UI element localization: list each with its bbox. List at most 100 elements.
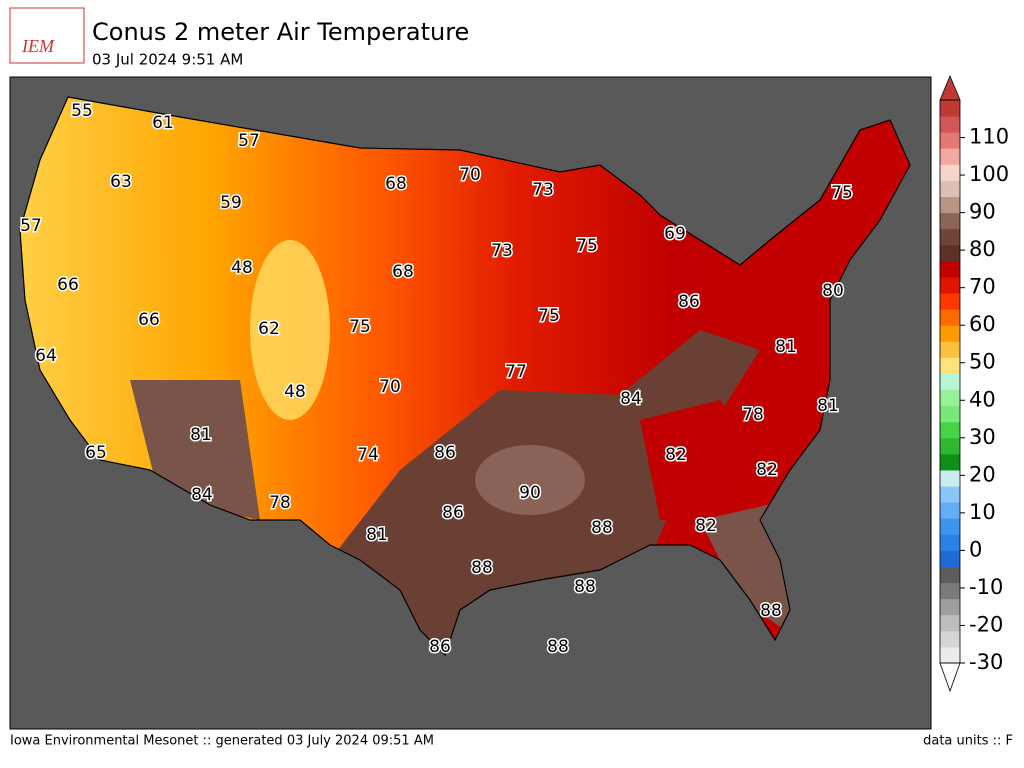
- colorbar-bin: [940, 421, 960, 439]
- colorbar-tick-label: 90: [969, 200, 996, 224]
- colorbar-tick-label: 30: [969, 425, 996, 449]
- temp-label: 86: [442, 503, 464, 523]
- colorbar-bin: [940, 212, 960, 230]
- colorbar-tick-label: 80: [969, 237, 996, 261]
- colorbar-tick-label: 60: [969, 312, 996, 336]
- temp-label: 82: [695, 516, 717, 536]
- colorbar-bin: [940, 405, 960, 423]
- colorbar-frame: [939, 99, 961, 664]
- temp-label: 86: [678, 292, 700, 312]
- colorbar-tick-label: 100: [969, 162, 1009, 186]
- temp-label: 75: [538, 306, 560, 326]
- temp-label: 75: [349, 317, 371, 337]
- temp-label: 86: [429, 637, 451, 657]
- colorbar-tick-label: -20: [969, 612, 1003, 636]
- temp-label: 80: [822, 281, 844, 301]
- temp-label: 90: [519, 483, 541, 503]
- colorbar-tick-label: 10: [969, 500, 996, 524]
- temp-label: 74: [357, 445, 379, 465]
- temp-label: 88: [547, 637, 569, 657]
- station-labels: 55 61 57 63 68 70 73 75 59 57 69 73 75 4…: [19, 100, 855, 659]
- colorbar-bin: [940, 148, 960, 165]
- temp-label: 64: [35, 346, 57, 366]
- colorbar-tick-label: 70: [969, 275, 996, 299]
- temp-label: 61: [152, 113, 174, 133]
- temp-label: 81: [817, 396, 839, 416]
- colorbar-bin: [940, 630, 960, 648]
- temperature-field: [20, 97, 910, 655]
- colorbar-tick-label: -30: [969, 650, 1003, 674]
- temp-label: 82: [756, 460, 778, 480]
- colorbar-bin: [940, 293, 960, 310]
- temp-label: 73: [491, 241, 513, 261]
- colorbar-bin: [940, 437, 960, 455]
- temp-label: 62: [258, 319, 280, 339]
- colorbar-bin: [940, 598, 960, 616]
- temp-label: 81: [366, 525, 388, 545]
- colorbar-low-arrow: [939, 662, 961, 693]
- colorbar-bin: [940, 357, 960, 374]
- colorbar-tick-label: 110: [969, 125, 1009, 149]
- temp-label: 77: [505, 362, 527, 382]
- temp-label: 57: [20, 216, 42, 236]
- temp-label: 66: [57, 275, 79, 295]
- colorbar-bin: [940, 518, 960, 535]
- temp-label: 68: [392, 262, 414, 282]
- cool-area: [250, 240, 330, 420]
- colorbar-bin: [940, 469, 960, 487]
- colorbar-bin: [940, 260, 960, 278]
- colorbar-bin: [940, 373, 960, 391]
- colorbar-tick-label: 50: [969, 350, 996, 374]
- us-outline: [19, 96, 911, 657]
- warm-area: [640, 400, 760, 520]
- colorbar-bin: [940, 309, 960, 326]
- colorbar-bin: [940, 164, 960, 181]
- subtitle: 03 Jul 2024 9:51 AM: [92, 51, 243, 69]
- colorbar-tick-label: 40: [969, 387, 996, 411]
- colorbar-bin: [940, 276, 960, 294]
- temp-label: 88: [574, 577, 596, 597]
- colorbar-bin: [940, 244, 960, 262]
- temp-label: 88: [471, 558, 493, 578]
- temp-label: 84: [620, 389, 642, 409]
- colorbar-bin: [940, 614, 960, 632]
- logo-text: IEM: [21, 36, 55, 56]
- temp-label: 81: [775, 337, 797, 357]
- temp-label: 86: [434, 443, 456, 463]
- temp-label: 48: [284, 382, 306, 402]
- footer-left: Iowa Environmental Mesonet :: generated …: [10, 734, 434, 749]
- temp-label: 81: [190, 425, 212, 445]
- colorbar-bin: [940, 389, 960, 407]
- footer-right: data units :: F: [923, 734, 1013, 749]
- map: 55 61 57 63 68 70 73 75 59 57 69 73 75 4…: [9, 76, 932, 730]
- colorbar-bin: [940, 228, 960, 246]
- colorbar-bin: [940, 566, 960, 584]
- logo-box: [9, 7, 85, 64]
- temp-label: 88: [591, 518, 613, 538]
- temp-label: 68: [385, 174, 407, 194]
- temp-label: 73: [532, 180, 554, 200]
- temp-label: 69: [664, 224, 686, 244]
- temp-label: 75: [576, 236, 598, 256]
- colorbar-bin: [940, 341, 960, 358]
- colorbar-bin: [940, 582, 960, 600]
- colorbar-bin: [940, 100, 960, 117]
- temp-label: 70: [379, 377, 401, 397]
- title: Conus 2 meter Air Temperature: [92, 18, 469, 46]
- colorbar-bin: [940, 486, 960, 503]
- hot-area: [475, 445, 585, 515]
- temp-label: 59: [220, 193, 242, 213]
- temp-label: 55: [71, 101, 93, 121]
- colorbar-bin: [940, 550, 960, 567]
- colorbar-bin: [940, 180, 960, 198]
- colorbar: -30 -20 -10 0 10 20 30 40 50 60 70 80 90 100 110: [939, 74, 1009, 693]
- colorbar-tick-label: 20: [969, 462, 996, 486]
- colorbar-high-arrow: [939, 74, 961, 101]
- colorbar-bin: [940, 116, 960, 133]
- colorbar-bin: [940, 132, 960, 149]
- temp-label: 48: [231, 258, 253, 278]
- colorbar-bin: [940, 502, 960, 519]
- colorbar-bin: [940, 534, 960, 551]
- colorbar-bin: [940, 325, 960, 342]
